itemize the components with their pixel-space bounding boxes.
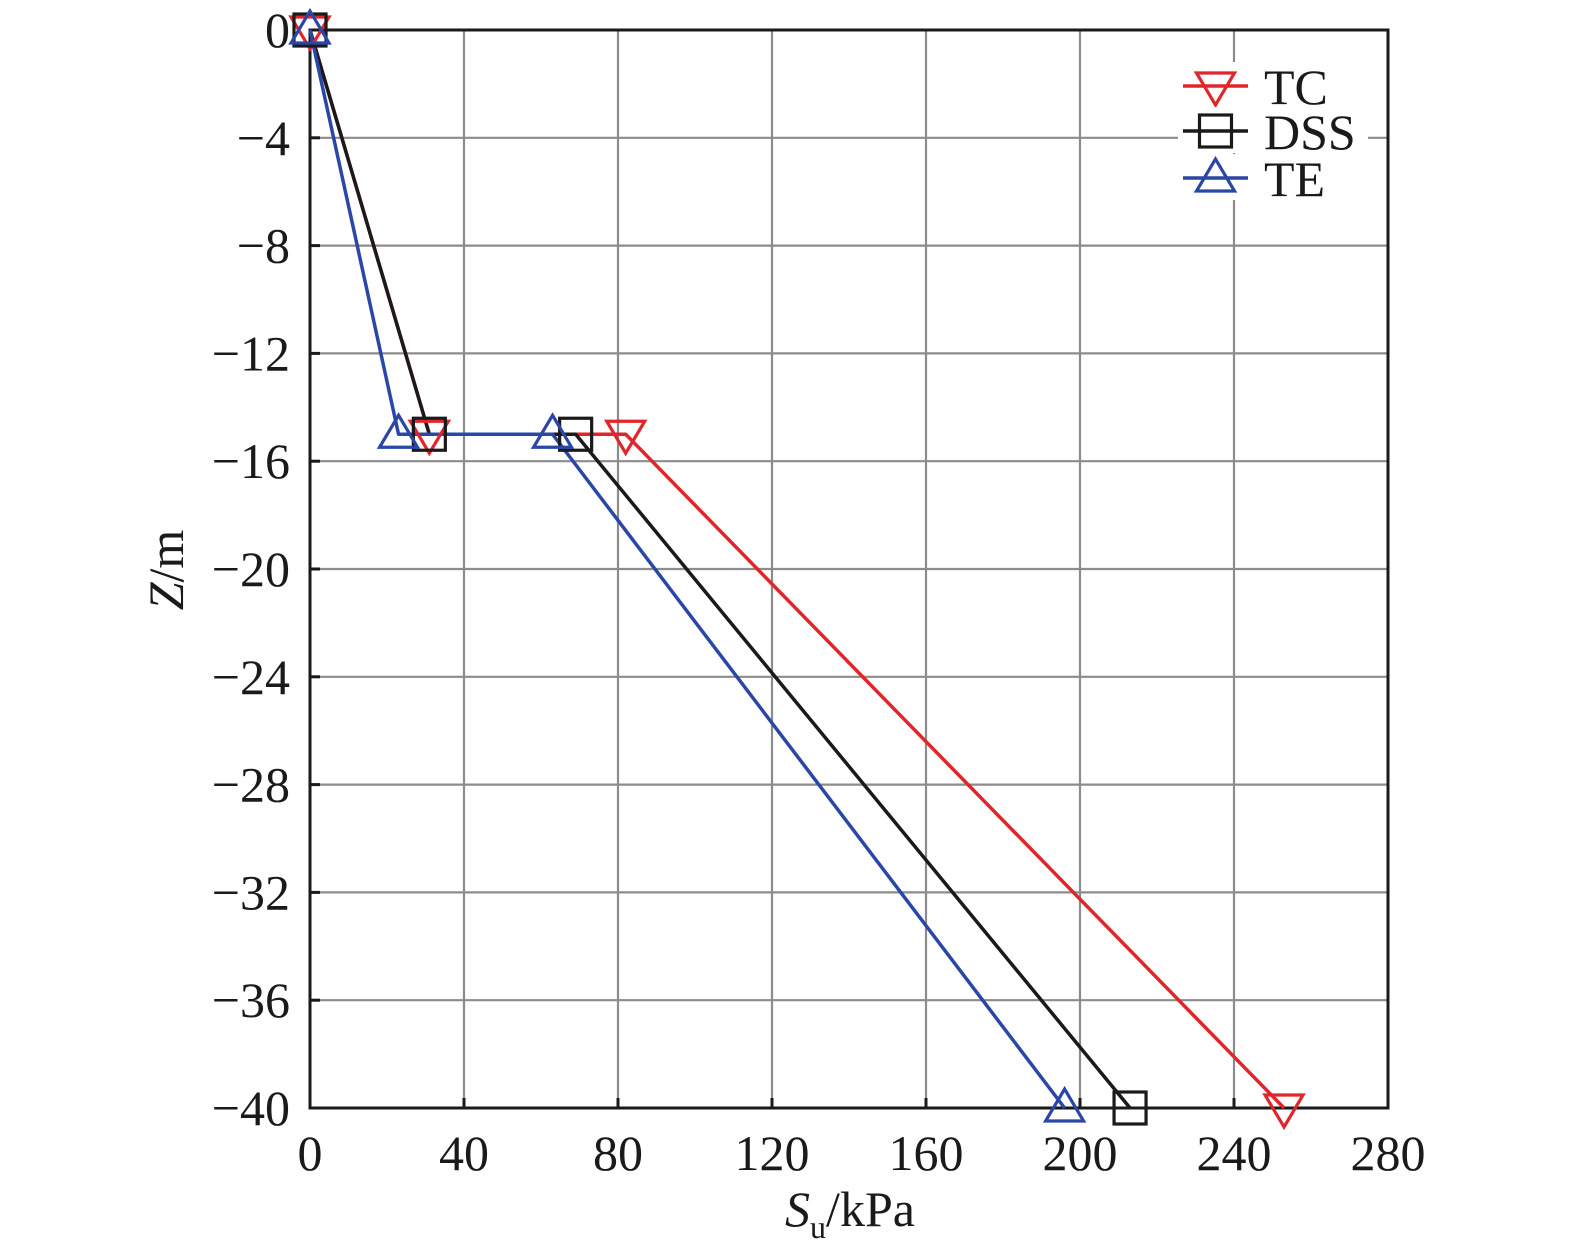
x-axis-label-unit: /kPa	[826, 1181, 915, 1237]
y-axis-label: Z/m	[138, 530, 194, 611]
y-axis-label-symbol: Z	[138, 581, 194, 610]
y-tick-label: −24	[212, 649, 290, 705]
y-tick-label: 0	[265, 2, 290, 58]
y-tick-label: −20	[212, 541, 290, 597]
x-tick-labels: 0 40 80 120 160 200 240 280	[298, 1125, 1426, 1181]
y-axis-label-unit: /m	[138, 530, 194, 583]
legend-marker-te	[1193, 155, 1238, 193]
y-tick-label: −40	[212, 1080, 290, 1136]
x-axis-label-symbol: S	[785, 1181, 810, 1237]
marker-dss	[558, 416, 594, 452]
y-tick-labels: 0 −4 −8 −12 −16 −20 −24 −28 −32 −36 −40	[212, 2, 290, 1136]
series-markers	[288, 7, 1306, 1131]
series-lines	[308, 29, 1286, 1110]
marker-tc	[288, 15, 332, 53]
x-axis-label: Su/kPa	[785, 1181, 915, 1245]
y-tick-label: −12	[212, 325, 290, 381]
axis-ticks	[308, 28, 1390, 1110]
marker-te	[288, 7, 332, 45]
y-tick-label: −8	[237, 218, 290, 274]
marker-te	[530, 412, 575, 449]
x-axis-label-subscript: u	[810, 1209, 826, 1245]
legend-label-dss: DSS	[1264, 104, 1356, 160]
grid-lines	[308, 28, 1390, 1110]
x-tick-label: 280	[1351, 1125, 1426, 1181]
series-line-te	[308, 29, 1066, 1110]
legend-marker-tc	[1193, 71, 1238, 109]
marker-dss	[1112, 1090, 1148, 1126]
marker-dss	[411, 416, 447, 452]
legend-label-tc: TC	[1264, 59, 1328, 115]
x-tick-label: 240	[1197, 1125, 1272, 1181]
y-tick-label: −4	[237, 110, 290, 166]
y-tick-label: −28	[212, 757, 290, 813]
legend-label-te: TE	[1264, 151, 1325, 207]
marker-tc	[603, 419, 648, 457]
y-tick-label: −32	[212, 864, 290, 920]
x-tick-label: 200	[1043, 1125, 1118, 1181]
x-tick-label: 120	[735, 1125, 810, 1181]
y-tick-label: −16	[212, 433, 290, 489]
marker-te	[1042, 1085, 1087, 1123]
marker-te	[376, 412, 421, 449]
x-tick-label: 0	[298, 1125, 323, 1181]
x-tick-label: 160	[889, 1125, 964, 1181]
x-tick-label: 40	[439, 1125, 489, 1181]
x-tick-label: 80	[593, 1125, 643, 1181]
marker-tc	[407, 419, 452, 457]
y-tick-label: −36	[212, 972, 290, 1028]
legend-marker-dss	[1197, 113, 1234, 149]
marker-tc	[1262, 1093, 1306, 1131]
